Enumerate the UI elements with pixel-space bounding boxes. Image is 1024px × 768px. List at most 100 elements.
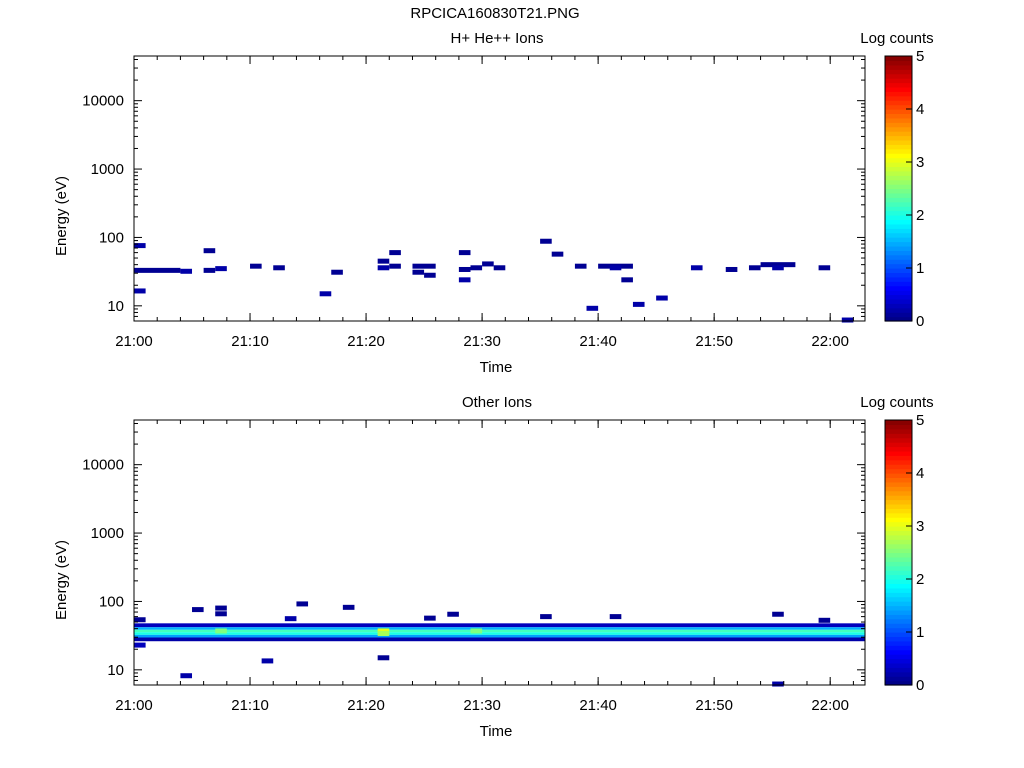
colorbar-segment	[885, 605, 912, 611]
colorbar-segment	[885, 78, 912, 84]
heatmap-cell	[458, 266, 471, 272]
colorbar-segment	[885, 442, 912, 448]
heatmap-cell	[215, 605, 227, 611]
panel-title: H+ He++ Ions	[451, 30, 544, 47]
colorbar-segment	[885, 259, 912, 265]
heatmap-cell	[284, 616, 297, 622]
colorbar-segment	[885, 316, 912, 322]
colorbar-segment	[885, 446, 912, 452]
heatmap-cell	[690, 265, 703, 271]
y-tick-label: 100	[99, 593, 124, 610]
colorbar-segment	[885, 503, 912, 509]
x-tick-label: 21:50	[695, 697, 733, 714]
colorbar-segment	[885, 671, 912, 677]
colorbar-segment	[885, 100, 912, 106]
heatmap-cell	[424, 615, 436, 621]
heatmap-cell	[621, 277, 633, 283]
heatmap-cell	[424, 272, 436, 278]
heatmap-cell	[725, 266, 738, 272]
band-cell	[134, 629, 865, 633]
x-tick-label: 21:20	[347, 333, 385, 350]
band-cell	[134, 632, 865, 635]
colorbar-segment	[885, 420, 912, 426]
colorbar-segment	[885, 561, 912, 567]
colorbar-segment	[885, 175, 912, 181]
heatmap-hotspot	[377, 630, 390, 636]
heatmap-cell	[760, 262, 796, 268]
colorbar-segment	[885, 627, 912, 633]
heatmap-cell	[458, 250, 471, 256]
heatmap-cell	[134, 243, 146, 249]
colorbar-segment	[885, 294, 912, 300]
heatmap-cell	[656, 295, 668, 301]
colorbar-segment	[885, 437, 912, 443]
heatmap-cell	[203, 267, 216, 273]
plot-frame	[133, 419, 866, 686]
colorbar-segment	[885, 455, 912, 461]
colorbar-segment	[885, 268, 912, 274]
colorbar-segment	[885, 495, 912, 501]
y-tick-label: 100	[99, 229, 124, 246]
colorbar-segment	[885, 153, 912, 159]
colorbar-segment	[885, 574, 912, 580]
heatmap-cell	[574, 263, 587, 269]
x-tick-label: 21:10	[231, 697, 269, 714]
y-tick-label: 10	[107, 298, 124, 315]
heatmap-cell	[841, 317, 854, 323]
colorbar-segment	[885, 676, 912, 682]
heatmap-cell	[261, 658, 274, 664]
colorbar-segment	[885, 587, 912, 593]
colorbar-segment	[885, 272, 912, 278]
colorbar-segment	[885, 530, 912, 536]
colorbar-segment	[885, 654, 912, 660]
colorbar-segment	[885, 179, 912, 185]
colorbar-segment	[885, 281, 912, 287]
colorbar-tick-label: 1	[916, 260, 924, 277]
colorbar-tick-label: 5	[916, 48, 924, 65]
band-cell	[134, 627, 865, 630]
colorbar-tick-label: 2	[916, 207, 924, 224]
heatmap-cell	[586, 305, 599, 311]
colorbar-tick-label: 4	[916, 465, 924, 482]
colorbar-tick-label: 0	[916, 677, 924, 694]
y-tick-label: 1000	[91, 161, 124, 178]
colorbar-tick-label: 3	[916, 518, 924, 535]
colorbar-segment	[885, 508, 912, 514]
colorbar-segment	[885, 614, 912, 620]
colorbar-segment	[885, 521, 912, 527]
colorbar-segment	[885, 618, 912, 624]
heatmap-cell	[134, 288, 146, 294]
colorbar-segment	[885, 95, 912, 101]
colorbar-segment	[885, 433, 912, 439]
colorbar-frame	[884, 419, 913, 686]
heatmap-cell	[273, 265, 285, 271]
colorbar-segment	[885, 592, 912, 598]
heatmap-cell	[319, 291, 332, 297]
colorbar-segment	[885, 69, 912, 75]
colorbar-segment	[885, 139, 912, 145]
heatmap-cell	[540, 238, 552, 244]
x-tick-label: 21:10	[231, 333, 269, 350]
y-tick-label: 10	[107, 662, 124, 679]
colorbar-segment	[885, 131, 912, 137]
heatmap-cell	[458, 277, 471, 283]
x-axis-label: Time	[480, 723, 513, 740]
colorbar-segment	[885, 640, 912, 646]
heatmap-cell	[609, 614, 622, 620]
x-tick-label: 21:50	[695, 333, 733, 350]
colorbar-segment	[885, 667, 912, 673]
colorbar-segment	[885, 285, 912, 291]
x-tick-label: 21:40	[579, 697, 617, 714]
colorbar-segment	[885, 188, 912, 194]
colorbar-segment	[885, 539, 912, 545]
band-cell	[134, 637, 865, 642]
colorbar-tick-label: 5	[916, 412, 924, 429]
colorbar-segment	[885, 499, 912, 505]
colorbar-segment	[885, 579, 912, 585]
heatmap-cell	[609, 265, 622, 271]
heatmap-cell	[377, 655, 390, 661]
colorbar-segment	[885, 290, 912, 296]
heatmap-cell	[134, 642, 146, 648]
colorbar-segment	[885, 632, 912, 638]
heatmap-cell	[551, 251, 564, 257]
